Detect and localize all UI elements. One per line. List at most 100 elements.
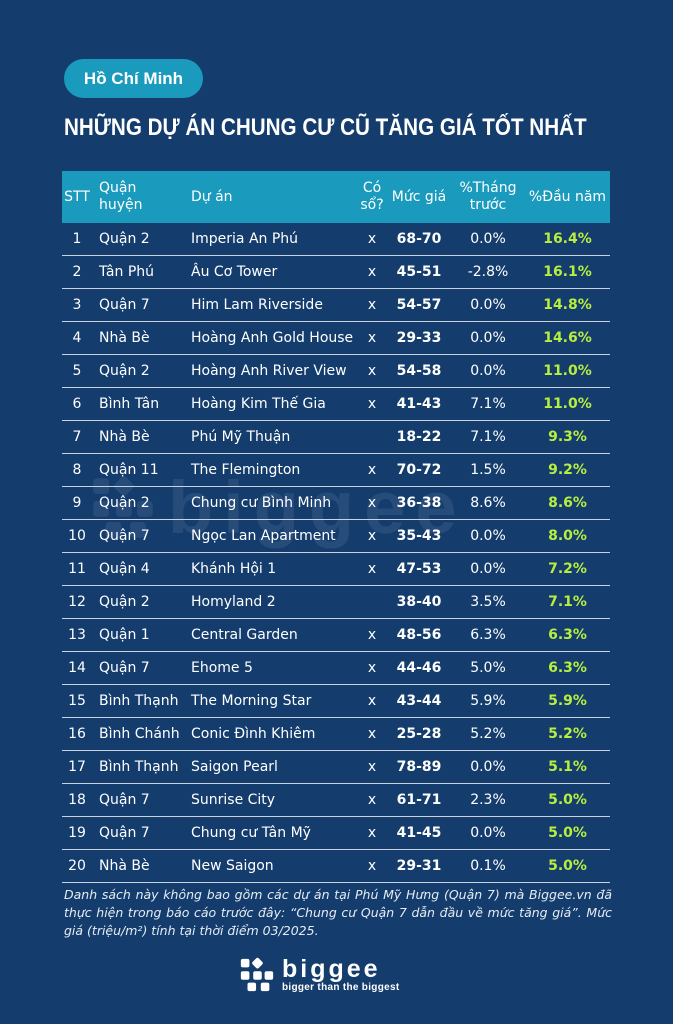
table-row: 17 Bình Thạnh Saigon Pearl x 78-89 0.0% 5.1% [62,751,610,784]
cell-project: Ngọc Lan Apartment [191,527,336,544]
cell-stt: 17 [68,758,86,775]
header-pct-month: %Tháng trước [459,180,517,213]
table-row: 3 Quận 7 Him Lam Riverside x 54-57 0.0% 14.8% [62,289,610,322]
cell-price: 48-56 [396,626,442,643]
biggee-logo-icon [240,957,274,992]
cell-stt: 8 [72,461,82,478]
cell-district: Quận 2 [99,593,150,610]
cell-price: 43-44 [396,692,442,709]
cell-district: Quận 2 [99,494,150,511]
cell-project: The Flemington [191,461,301,478]
cell-pct-year: 6.3% [548,626,587,643]
table-header: STT Quận huyện Dự án Có sổ? Mức giá %Thá… [62,171,610,223]
header-stt: STT [64,188,90,205]
city-label: Hồ Chí Minh [83,68,184,88]
cell-price: 78-89 [396,758,442,775]
table-row: 14 Quận 7 Ehome 5 x 44-46 5.0% 6.3% [62,652,610,685]
cell-pct-month: 0.0% [470,362,506,379]
cell-has-book: x [367,692,377,709]
cell-stt: 1 [72,230,82,247]
cell-price: 36-38 [396,494,442,511]
cell-pct-year: 14.6% [543,329,592,346]
cell-price: 29-33 [396,329,442,346]
table-row: 9 Quận 2 Chung cư Bình Minh x 36-38 8.6% 8.6% [62,487,610,520]
header-pct-year: %Đầu năm [528,188,607,205]
cell-district: Quận 7 [99,659,150,676]
cell-district: Quận 1 [99,626,150,643]
cell-stt: 10 [68,527,86,544]
cell-pct-year: 5.0% [548,857,587,874]
cell-has-book: x [367,758,377,775]
cell-district: Quận 7 [99,527,150,544]
table-row: 1 Quận 2 Imperia An Phú x 68-70 0.0% 16.4% [62,223,610,256]
cell-price: 41-45 [396,824,442,841]
cell-price: 70-72 [396,461,442,478]
cell-project: Ehome 5 [191,659,253,676]
cell-has-book: x [367,461,377,478]
brand-wordmark: biggee [282,955,381,983]
cell-pct-month: 5.0% [470,659,506,676]
cell-has-book: x [367,263,377,280]
cell-project: Hoàng Anh Gold House [191,329,354,346]
cell-price: 54-57 [396,296,442,313]
cell-has-book: x [367,395,377,412]
cell-district: Quận 11 [99,461,159,478]
table-row: 19 Quận 7 Chung cư Tân Mỹ x 41-45 0.0% 5.0% [62,817,610,850]
table-row: 12 Quận 2 Homyland 2 38-40 3.5% 7.1% [62,586,610,619]
cell-district: Bình Chánh [99,725,180,742]
cell-pct-month: 6.3% [470,626,506,643]
cell-project: Âu Cơ Tower [191,263,278,280]
cell-stt: 14 [68,659,86,676]
cell-stt: 2 [72,263,82,280]
cell-has-book: x [367,296,377,313]
cell-has-book: x [367,560,377,577]
cell-has-book: x [367,857,377,874]
cell-pct-year: 11.0% [543,362,592,379]
cell-pct-month: 8.6% [470,494,506,511]
cell-pct-year: 7.2% [548,560,587,577]
cell-pct-year: 14.8% [543,296,592,313]
cell-pct-year: 6.3% [548,659,587,676]
cell-project: Hoàng Kim Thế Gia [191,395,326,412]
cell-pct-month: 0.0% [470,329,506,346]
cell-price: 45-51 [396,263,442,280]
table-row: 20 Nhà Bè New Saigon x 29-31 0.1% 5.0% [62,850,610,883]
cell-pct-month: 2.3% [470,791,506,808]
cell-has-book: x [367,824,377,841]
cell-pct-year: 8.0% [548,527,587,544]
cell-district: Bình Tân [99,395,160,412]
cell-project: The Morning Star [191,692,312,709]
table-row: 10 Quận 7 Ngọc Lan Apartment x 35-43 0.0% 8.0% [62,520,610,553]
cell-pct-month: 7.1% [470,395,506,412]
table-row: 6 Bình Tân Hoàng Kim Thế Gia x 41-43 7.1% 11.0… [62,388,610,421]
cell-pct-year: 16.1% [543,263,592,280]
cell-price: 41-43 [396,395,442,412]
cell-district: Nhà Bè [99,329,150,346]
table-row: 5 Quận 2 Hoàng Anh River View x 54-58 0.0% 11.… [62,355,610,388]
cell-pct-month: 0.0% [470,824,506,841]
cell-pct-year: 5.1% [548,758,587,775]
header-has-book: Có sổ? [360,180,384,213]
cell-has-book: x [367,527,377,544]
cell-district: Quận 7 [99,791,150,808]
cell-has-book: x [367,329,377,346]
cell-stt: 20 [68,857,86,874]
footnote: Danh sách này không bao gồm các dự án tạ… [64,887,612,938]
table-row: 11 Quận 4 Khánh Hội 1 x 47-53 0.0% 7.2% [62,553,610,586]
cell-stt: 15 [68,692,86,709]
cell-pct-year: 9.3% [548,428,587,445]
cell-price: 61-71 [396,791,442,808]
cell-has-book: x [367,725,377,742]
brand-text: biggee bigger than the biggest [282,956,399,994]
cell-stt: 7 [72,428,82,445]
cell-pct-month: 3.5% [470,593,506,610]
cell-pct-month: 0.0% [470,230,506,247]
cell-project: Hoàng Anh River View [191,362,347,379]
cell-price: 68-70 [396,230,442,247]
cell-district: Quận 2 [99,230,150,247]
cell-district: Nhà Bè [99,857,150,874]
cell-project: Central Garden [191,626,298,643]
cell-pct-month: 5.9% [470,692,506,709]
cell-pct-month: 0.0% [470,560,506,577]
cell-pct-year: 9.2% [548,461,587,478]
